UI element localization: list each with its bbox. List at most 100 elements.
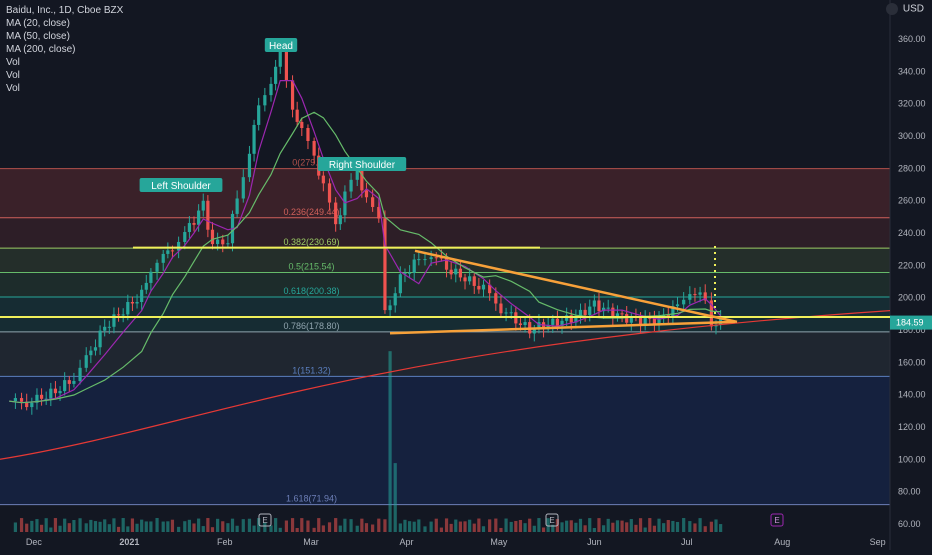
fib-band (0, 376, 890, 505)
candle (360, 170, 364, 191)
volume-bar (388, 351, 392, 532)
volume-bar (216, 518, 220, 532)
volume-bar (126, 526, 130, 532)
legend-vol-2[interactable]: Vol (6, 70, 20, 81)
x-tick-label: Feb (217, 537, 233, 547)
candle (63, 380, 67, 392)
candle (698, 292, 702, 295)
trendline-lower (389, 320, 736, 335)
chart-legend: Baidu, Inc., 1D, Cboe BZX MA (20, close)… (6, 4, 123, 95)
volume-bar (688, 521, 692, 532)
volume-bar (578, 518, 583, 532)
volume-bar (317, 518, 321, 532)
volume-bar (53, 518, 58, 532)
volume-bar (206, 518, 210, 532)
volume-bar (693, 523, 697, 532)
legend-vol-3[interactable]: Vol (6, 83, 20, 94)
fib-label: 0.236(249.44) (283, 207, 339, 217)
volume-bar (629, 519, 633, 532)
candle (592, 300, 596, 307)
candle (703, 292, 707, 301)
volume-bar (439, 527, 444, 532)
candle (499, 303, 503, 314)
volume-bar (25, 523, 29, 532)
candle (620, 313, 624, 315)
candle (107, 326, 111, 328)
volume-bar (648, 518, 652, 532)
candle (709, 300, 713, 327)
volume-bar (327, 522, 332, 532)
x-tick-label: Mar (303, 537, 319, 547)
volume-bar (58, 525, 62, 532)
earnings-marker (545, 513, 559, 527)
x-tick-label: Jun (587, 537, 602, 547)
volume-bar (67, 523, 71, 532)
candle (126, 302, 130, 315)
candle (657, 317, 661, 326)
volume-bar (551, 524, 555, 532)
y-tick-label: 260.00 (898, 196, 926, 206)
candle (403, 273, 407, 275)
volume-bar (499, 527, 503, 532)
volume-bar (343, 518, 347, 532)
volume-bar (620, 520, 624, 532)
candle (393, 293, 397, 306)
ma200-line (0, 309, 891, 460)
x-tick-label: Sep (870, 537, 886, 547)
volume-bar (334, 518, 338, 532)
candle (629, 316, 633, 323)
volume-bar (364, 523, 369, 532)
volume-bar (528, 518, 532, 532)
price-tag: 184.59 (896, 318, 924, 328)
candle (206, 200, 210, 230)
volume-bar (300, 518, 304, 532)
candle (458, 268, 462, 278)
candle (638, 316, 643, 326)
volume-bar (221, 521, 225, 532)
candle (334, 202, 338, 225)
legend-ma200[interactable]: MA (200, close) (6, 44, 76, 55)
candle (364, 190, 369, 198)
legend-vol-1[interactable]: Vol (6, 57, 20, 68)
candle (488, 284, 492, 294)
candle (532, 329, 536, 334)
currency-selector[interactable]: USD (886, 3, 924, 15)
candle (560, 320, 564, 326)
volume-bar (284, 520, 289, 532)
candle (140, 289, 144, 303)
candle (449, 269, 453, 275)
candle (412, 259, 416, 273)
volume-bar (39, 524, 44, 532)
legend-ma50[interactable]: MA (50, close) (6, 31, 70, 42)
volume-bar (709, 521, 713, 532)
candle (468, 276, 472, 282)
candle (247, 153, 252, 178)
candle (688, 294, 692, 300)
candle (611, 307, 615, 318)
volume-bar (161, 521, 165, 532)
x-tick-label: Aug (774, 537, 790, 547)
volume-bar (472, 523, 476, 532)
candle (675, 304, 680, 307)
candle (312, 141, 316, 156)
legend-symbol[interactable]: Baidu, Inc., 1D, Cboe BZX (6, 5, 124, 16)
candle (523, 322, 527, 325)
legend-ma20[interactable]: MA (20, close) (6, 18, 70, 29)
volume-bar (611, 522, 615, 532)
close-icon[interactable] (886, 3, 899, 15)
candle (477, 285, 481, 290)
y-tick-label: 180.00 (898, 325, 926, 335)
candle (241, 177, 245, 199)
candle (49, 388, 53, 399)
candle (78, 367, 82, 381)
volume-bar (187, 519, 191, 532)
candle (269, 83, 273, 96)
candle (235, 198, 239, 214)
y-tick-label: 120.00 (898, 422, 926, 432)
candle (349, 179, 353, 192)
volume-bar (383, 519, 387, 532)
volume-bar (290, 518, 295, 532)
candle (481, 284, 486, 290)
